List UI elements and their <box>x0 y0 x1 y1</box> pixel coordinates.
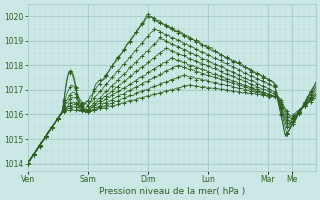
X-axis label: Pression niveau de la mer( hPa ): Pression niveau de la mer( hPa ) <box>99 187 245 196</box>
